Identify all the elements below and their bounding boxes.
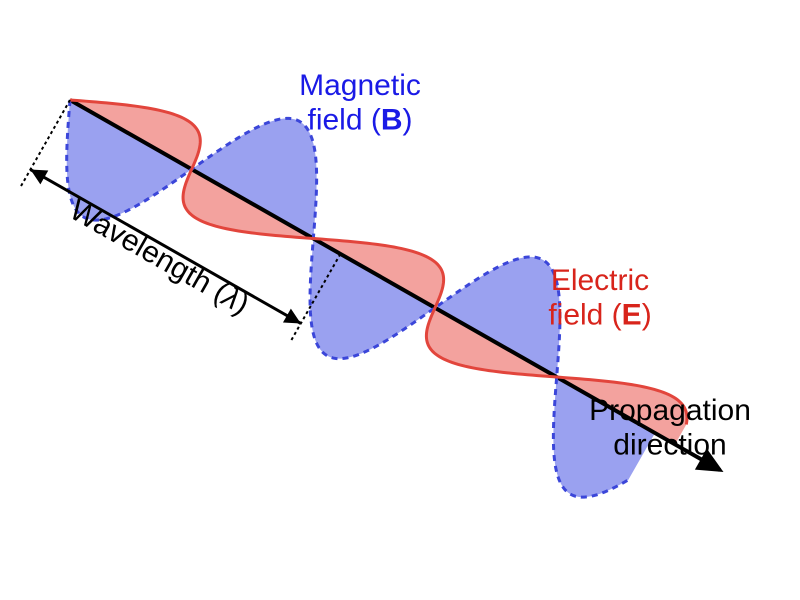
electric-field-label: Electricfield (E) — [548, 264, 651, 332]
svg-text:Electric: Electric — [551, 264, 649, 297]
magnetic-field-label: Magneticfield (B) — [299, 69, 421, 137]
svg-text:field (B): field (B) — [307, 104, 412, 137]
svg-text:Propagation: Propagation — [589, 394, 751, 427]
svg-text:Magnetic: Magnetic — [299, 69, 421, 102]
svg-text:direction: direction — [613, 429, 726, 462]
svg-text:field (E): field (E) — [548, 299, 651, 332]
propagation-label: Propagationdirection — [589, 394, 751, 462]
em-wave-diagram: Wavelength (λ)Magneticfield (B)Electricf… — [0, 0, 800, 600]
